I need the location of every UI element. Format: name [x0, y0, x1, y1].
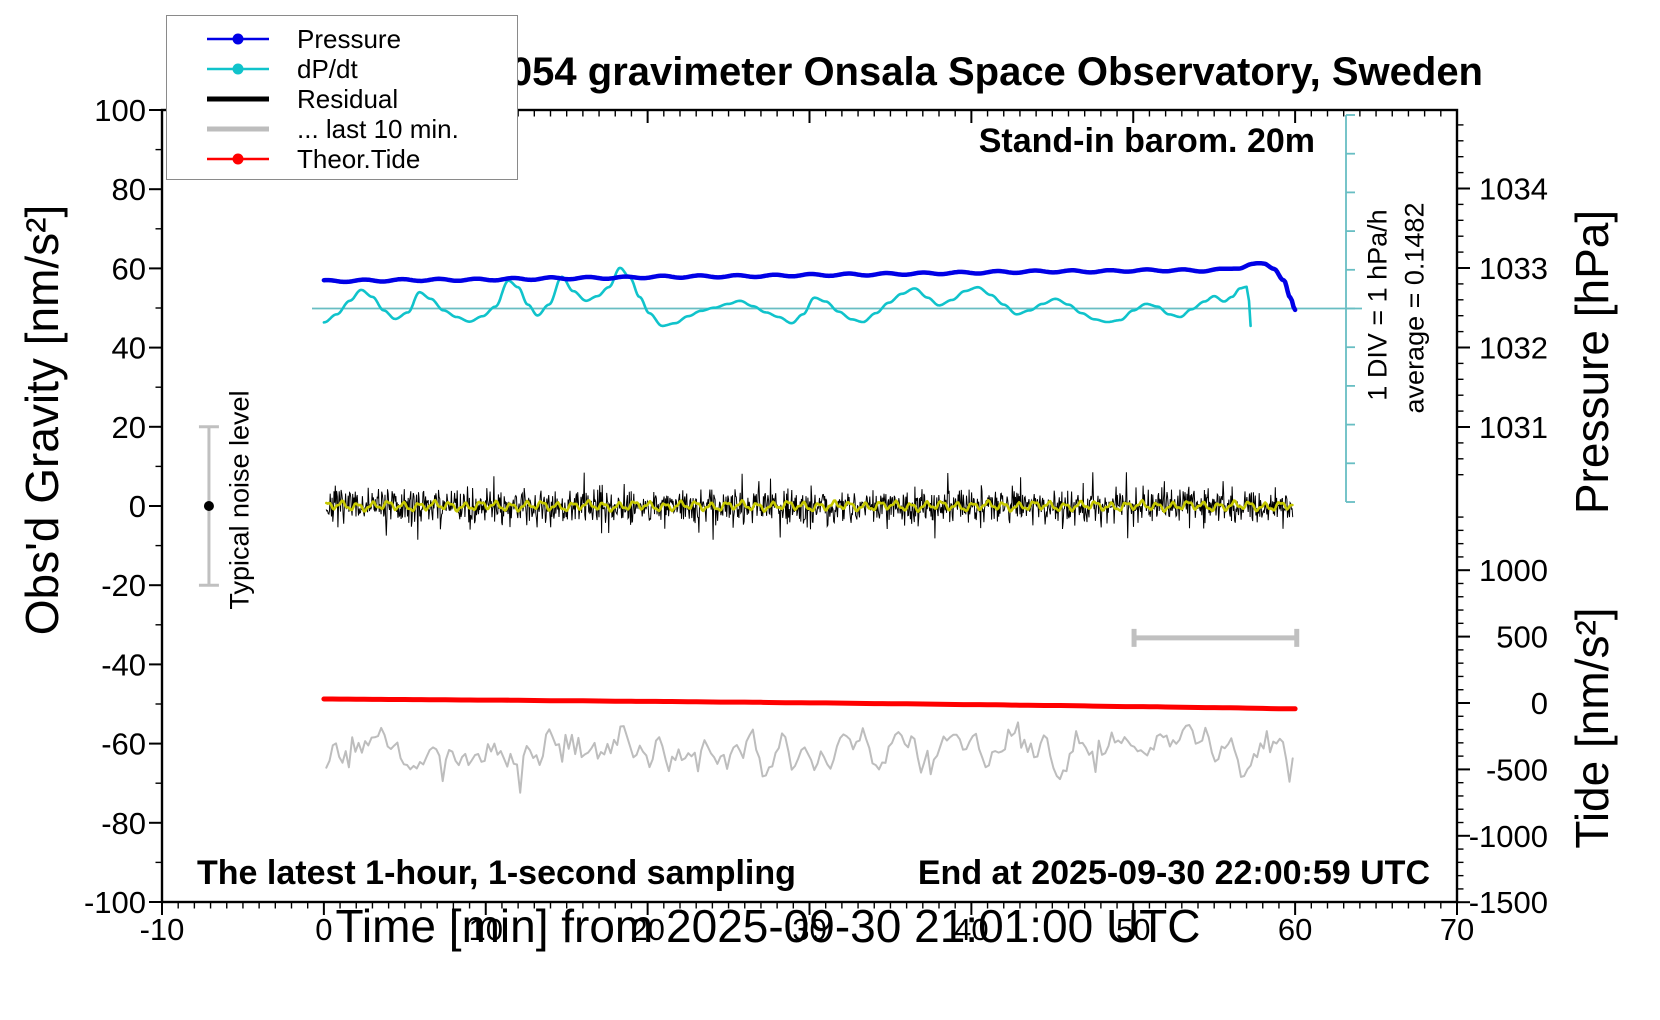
x-axis-label: Time [min] from 2025-09-30 21:01:00 UTC — [335, 900, 1201, 952]
gravity-tick-label: -80 — [101, 806, 146, 841]
legend-item-label: Pressure — [297, 24, 402, 54]
x-tick-label: -10 — [140, 912, 185, 947]
barometer-annotation: Stand-in barom. 20m — [978, 122, 1315, 160]
pressure-line — [321, 261, 1298, 313]
noise-errorbar-dot — [203, 501, 214, 511]
gravity-tick-label: 0 — [129, 489, 146, 524]
x-tick-label: 70 — [1440, 912, 1474, 947]
legend-sample-line — [207, 153, 269, 165]
x-tick-label: 0 — [315, 912, 332, 947]
pressure-tick-label: 1031 — [1479, 410, 1548, 445]
tide-tick-label: 1000 — [1479, 553, 1548, 588]
x-tick-label: 50 — [1116, 912, 1150, 947]
x-tick-label: 20 — [630, 912, 664, 947]
gravity-tick-label: 40 — [112, 331, 146, 366]
tide-tick-label: -500 — [1486, 752, 1548, 787]
gravity-tick-label: 80 — [112, 172, 146, 207]
div-scale-note: 1 DIV = 1 hPa/h — [1362, 209, 1393, 401]
legend-item: Residual — [205, 84, 517, 114]
typical-noise-label: Typical noise level — [224, 390, 255, 610]
legend-item: Theor.Tide — [205, 144, 517, 174]
gravity-tick-label: -60 — [101, 727, 146, 762]
tide-tick-label: 500 — [1496, 620, 1548, 655]
theor-tide-line — [321, 696, 1298, 712]
y-axis-label-gravity: Obs'd Gravity [nm/s²] — [16, 204, 68, 636]
x-tick-label: 30 — [792, 912, 826, 947]
legend-item: ... last 10 min. — [205, 114, 517, 144]
chart-title: SCG_054 gravimeter Onsala Space Observat… — [401, 50, 1483, 94]
residual-line — [325, 472, 1294, 540]
last10min-line — [325, 721, 1294, 794]
legend-sample-line — [207, 63, 269, 75]
tide-tick-label: 0 — [1531, 686, 1548, 721]
tide-tick-label: -1000 — [1469, 819, 1548, 854]
gravity-tick-label: -40 — [101, 647, 146, 682]
dpdt-line — [322, 266, 1252, 328]
pressure-tick-label: 1034 — [1479, 172, 1548, 207]
x-tick-label: 40 — [954, 912, 988, 947]
legend-item: dP/dt — [205, 54, 517, 84]
legend: Pressure dP/dt Residual... last 10 min. The… — [166, 15, 518, 180]
gravity-tick-label: -100 — [84, 885, 146, 920]
y-axis-label-pressure: Pressure [hPa] — [1566, 209, 1618, 515]
x-tick-label: 10 — [469, 912, 503, 947]
legend-sample-line — [207, 96, 269, 102]
legend-item: Pressure — [205, 24, 517, 54]
plot-frame — [160, 108, 1459, 904]
tide-tick-label: -1500 — [1469, 885, 1548, 920]
legend-item-label: dP/dt — [297, 54, 358, 84]
gravity-tick-label: 60 — [112, 251, 146, 286]
legend-marker-dot — [232, 33, 244, 45]
average-note: average = 0.1482 — [1399, 202, 1430, 414]
pressure-tick-label: 1033 — [1479, 251, 1548, 286]
legend-item-label: Theor.Tide — [297, 144, 421, 174]
legend-marker-dot — [232, 153, 244, 165]
end-time-annotation: End at 2025-09-30 22:00:59 UTC — [917, 854, 1430, 892]
x-tick-label: 60 — [1278, 912, 1312, 947]
legend-sample-line — [207, 126, 269, 132]
gravity-tick-label: -20 — [101, 568, 146, 603]
sampling-annotation: The latest 1-hour, 1-second sampling — [197, 854, 796, 892]
legend-sample-line — [207, 33, 269, 45]
legend-marker-dot — [232, 63, 244, 75]
gravity-tick-label: 20 — [112, 410, 146, 445]
gravity-tick-label: 100 — [94, 93, 146, 128]
y-axis-label-tide: Tide [nm/s²] — [1566, 607, 1618, 849]
legend-item-label: Residual — [297, 84, 399, 114]
pressure-tick-label: 1032 — [1479, 331, 1548, 366]
residual-smoothed-line — [325, 498, 1294, 514]
legend-item-label: ... last 10 min. — [297, 114, 459, 144]
